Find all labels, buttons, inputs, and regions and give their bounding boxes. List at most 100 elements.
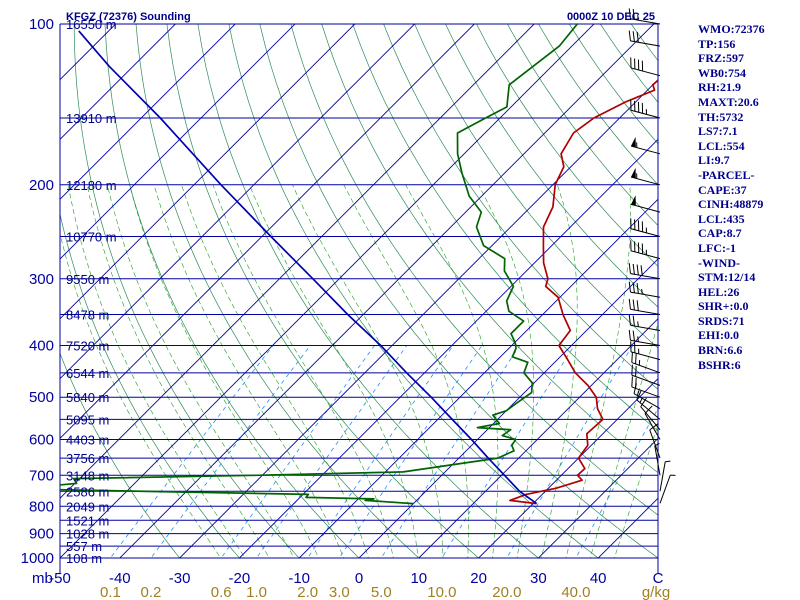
mixing-ratio-lines (109, 345, 658, 558)
index-item: CAP:8.7 (698, 226, 742, 241)
height-label: 13910 m (66, 111, 117, 126)
index-item: CINH:48879 (698, 197, 764, 212)
moist-adiabat-line (614, 424, 658, 558)
dry-adiabat-line (73, 24, 300, 558)
dry-adiabat-line (290, 24, 658, 516)
isotherm-line (60, 24, 177, 141)
mixing-ratio-tick-label: 0.2 (141, 584, 162, 600)
wind-barb (644, 405, 661, 440)
pressure-tick-label: 500 (29, 389, 54, 406)
wind-barb (659, 474, 676, 504)
wind-barb (628, 8, 661, 25)
height-label: 8478 m (66, 308, 109, 323)
isotherm-line (238, 138, 658, 558)
moist-adiabat-line (249, 184, 419, 558)
mixing-ratio-tick-label: 2.0 (297, 584, 318, 600)
height-label: 1028 m (66, 527, 109, 542)
moist-adiabat-line (405, 184, 499, 558)
moist-adiabat-line (129, 184, 320, 558)
mixing-ratio-line (506, 345, 634, 558)
temperature-tick-label: 10 (410, 570, 427, 587)
dry-adiabat-line (197, 24, 539, 558)
index-item: HEL:26 (698, 284, 740, 299)
index-item: BSHR:6 (698, 357, 741, 372)
moist-adiabat-line (565, 184, 631, 558)
isotherm-line (60, 24, 535, 499)
wind-barb (630, 99, 661, 119)
mixing-ratio-line (109, 345, 274, 558)
height-label: 9550 m (66, 272, 109, 287)
pressure-tick-label: 1000 (21, 550, 54, 567)
moist-adiabat-line (153, 184, 344, 558)
isotherm-line (298, 198, 658, 558)
dry-adiabat-line (166, 24, 480, 558)
pressure-tick-label: 600 (29, 432, 54, 449)
height-label: 12180 m (66, 178, 117, 193)
indices-panel: WMO:72376 TP:156 FRZ:597 WB0:754 RH:21.9 MAXT… (698, 22, 798, 372)
temperature-tick-label: 30 (530, 570, 547, 587)
dry-adiabat-line (135, 24, 420, 558)
index-item: SHR+:0.0 (698, 299, 749, 314)
height-label: 3148 m (66, 468, 109, 483)
index-item: LS7:7.1 (698, 124, 738, 139)
height-label: 16550 m (66, 17, 117, 32)
isotherm-line (477, 377, 658, 558)
index-item: EHI:0.0 (698, 328, 740, 343)
dry-adiabat-line (383, 24, 658, 390)
moist-adiabat-line (478, 184, 535, 558)
temperature-tick-label: -20 (229, 570, 251, 587)
mixing-ratio-line (441, 345, 575, 558)
index-item: BRN:6.6 (698, 343, 743, 358)
moist-adiabat-line (343, 184, 469, 558)
moist-adiabat-line (67, 184, 246, 558)
isotherm-line (60, 24, 296, 260)
isotherm-line (60, 24, 476, 440)
pressure-tick-label: 800 (29, 498, 54, 515)
isotherms (60, 24, 658, 558)
wind-barb (631, 352, 661, 374)
index-item: LCL:435 (698, 211, 745, 226)
height-label: 2586 m (66, 484, 109, 499)
wind-barb (631, 364, 661, 386)
mixing-ratio-line (256, 345, 408, 558)
wind-barb (630, 167, 661, 186)
height-label: 2049 m (66, 499, 109, 514)
index-item: STM:12/14 (698, 270, 756, 285)
dry-adiabat-line (60, 352, 181, 558)
index-item: FRZ:597 (698, 51, 744, 66)
wind-barb (630, 341, 661, 361)
dry-adiabats (60, 24, 658, 558)
height-label: 557 m (66, 539, 102, 554)
height-label: 108 m (66, 551, 102, 566)
dry-adiabat-line (445, 24, 658, 308)
moist-adiabat-line (212, 184, 394, 558)
pressure-tick-label: 300 (29, 271, 54, 288)
dry-adiabat-line (476, 24, 658, 267)
wind-barb (630, 218, 661, 237)
index-item: CAPE:37 (698, 182, 747, 197)
moist-adiabat-line (541, 184, 578, 558)
isotherm-line (60, 24, 236, 200)
dry-adiabat-line (321, 24, 658, 474)
temperature-tick-label: -40 (109, 570, 131, 587)
mixing-ratio-line (380, 345, 521, 558)
isotherm-line (119, 24, 655, 558)
wind-barb (659, 460, 671, 492)
wind-barbs (628, 8, 676, 504)
temperature-tick-label: -10 (288, 570, 310, 587)
isotherm-line (60, 24, 356, 320)
index-item: -PARCEL- (698, 167, 755, 182)
height-label: 1521 m (66, 513, 109, 528)
wind-barb (640, 397, 661, 431)
index-item: RH:21.9 (698, 80, 741, 95)
index-item: -WIND- (698, 255, 740, 270)
wind-barb (628, 281, 661, 298)
mixing-ratio-line (220, 345, 375, 558)
temperature-tick-label: 20 (470, 570, 487, 587)
wind-barb (649, 423, 661, 459)
isotherm-line (178, 78, 658, 558)
mixing-ratio-tick-label: 3.0 (329, 584, 350, 600)
pressure-tick-label: 100 (29, 16, 54, 33)
mixing-ratio-tick-label: 10.0 (427, 584, 456, 600)
